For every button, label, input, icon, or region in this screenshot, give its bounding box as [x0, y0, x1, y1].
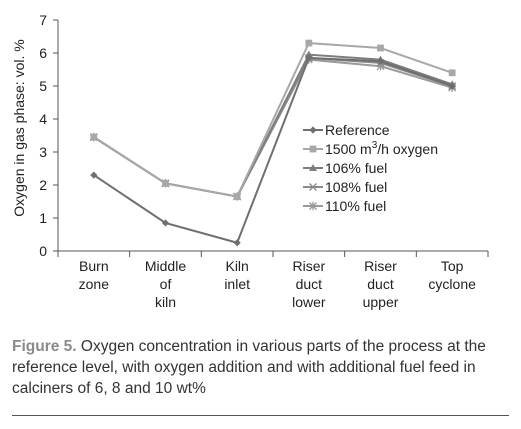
legend-marker: [309, 164, 317, 171]
y-axis-label: Oxygen in gas phase: vol. %: [11, 39, 27, 216]
series-line: [93, 42, 453, 198]
y-tick-label: 2: [39, 177, 47, 193]
legend-label: 106% fuel: [325, 160, 387, 176]
data-point: [448, 69, 456, 77]
legend: Reference 1500 m3/h oxygen 106% fuel 108% f…: [303, 122, 438, 214]
data-point: [448, 82, 456, 90]
x-category-label: lower: [292, 294, 326, 310]
y-tick-label: 1: [39, 210, 47, 226]
series-line: [93, 53, 453, 198]
data-point: [304, 50, 313, 58]
data-point: [90, 171, 98, 179]
x-category-label: kiln: [155, 294, 176, 310]
legend-marker: [309, 145, 317, 153]
legend-label: 1500 m3/h oxygen: [325, 140, 438, 157]
figure-label: Figure 5.: [12, 338, 77, 355]
series-layer: [89, 39, 457, 247]
data-point: [376, 57, 385, 65]
x-category-label: inlet: [224, 276, 250, 292]
data-point: [233, 239, 241, 247]
legend-label-text: 108% fuel: [325, 179, 387, 195]
figure-caption: Figure 5. Oxygen concentration in variou…: [12, 336, 512, 399]
x-category-label: duct: [367, 276, 394, 292]
data-point: [162, 179, 169, 187]
legend-marker: [309, 183, 317, 191]
legend-label-text: Reference: [325, 122, 390, 138]
data-point: [377, 44, 384, 52]
legend-label-text: /h oxygen: [377, 141, 438, 157]
series-2: [90, 39, 456, 200]
x-category-label: zone: [79, 276, 110, 292]
series-1: [90, 54, 456, 247]
x-category-label: Kiln: [225, 258, 248, 274]
y-tick-label: 3: [39, 144, 47, 160]
oxygen-line-chart: Oxygen in gas phase: vol. % 0 1 2 3 4 5 6 7 Burn…: [11, 12, 489, 310]
y-tick-label: 4: [39, 111, 47, 127]
legend-label-text: 106% fuel: [325, 160, 387, 176]
data-point: [305, 39, 313, 47]
legend-marker: [309, 201, 317, 211]
caption-text: Oxygen concentration in various parts of…: [12, 338, 486, 397]
axes: 0 1 2 3 4 5 6 7 Burn zone Middle of kiln Kiln inlet Ris…: [39, 12, 489, 310]
legend-item-4: 108% fuel: [303, 179, 387, 195]
x-category-label: duct: [296, 276, 323, 292]
legend-label: 110% fuel: [325, 198, 386, 214]
x-category-label: upper: [363, 294, 399, 310]
data-point: [305, 54, 313, 62]
x-category-label: of: [160, 276, 172, 292]
y-tick-label: 7: [39, 12, 47, 28]
x-category-label: Riser: [364, 258, 397, 274]
legend-item-1: Reference: [303, 122, 390, 138]
legend-label-text: 1500 m: [325, 141, 372, 157]
legend-item-2: 1500 m3/h oxygen: [303, 140, 438, 157]
y-tick-label: 0: [39, 243, 47, 259]
legend-label-superscript: 3: [372, 140, 378, 151]
data-point: [90, 133, 98, 141]
data-point: [233, 193, 241, 200]
legend-label-text: 110% fuel: [325, 198, 386, 214]
legend-marker: [309, 126, 317, 134]
legend-label: Reference: [325, 122, 390, 138]
x-category-label: cyclone: [428, 276, 476, 292]
x-category-label: Middle: [145, 258, 186, 274]
x-category-label: Top: [441, 258, 464, 274]
y-tick-label: 5: [39, 78, 47, 94]
y-tick-label: 6: [39, 45, 47, 61]
legend-item-5: 110% fuel: [303, 198, 386, 214]
caption-rule: [12, 415, 509, 416]
legend-item-3: 106% fuel: [303, 160, 387, 176]
data-point: [161, 219, 170, 227]
x-category-label: Burn: [79, 258, 109, 274]
series-line: [93, 56, 453, 244]
x-category-label: Riser: [292, 258, 325, 274]
legend-label: 108% fuel: [325, 179, 387, 195]
